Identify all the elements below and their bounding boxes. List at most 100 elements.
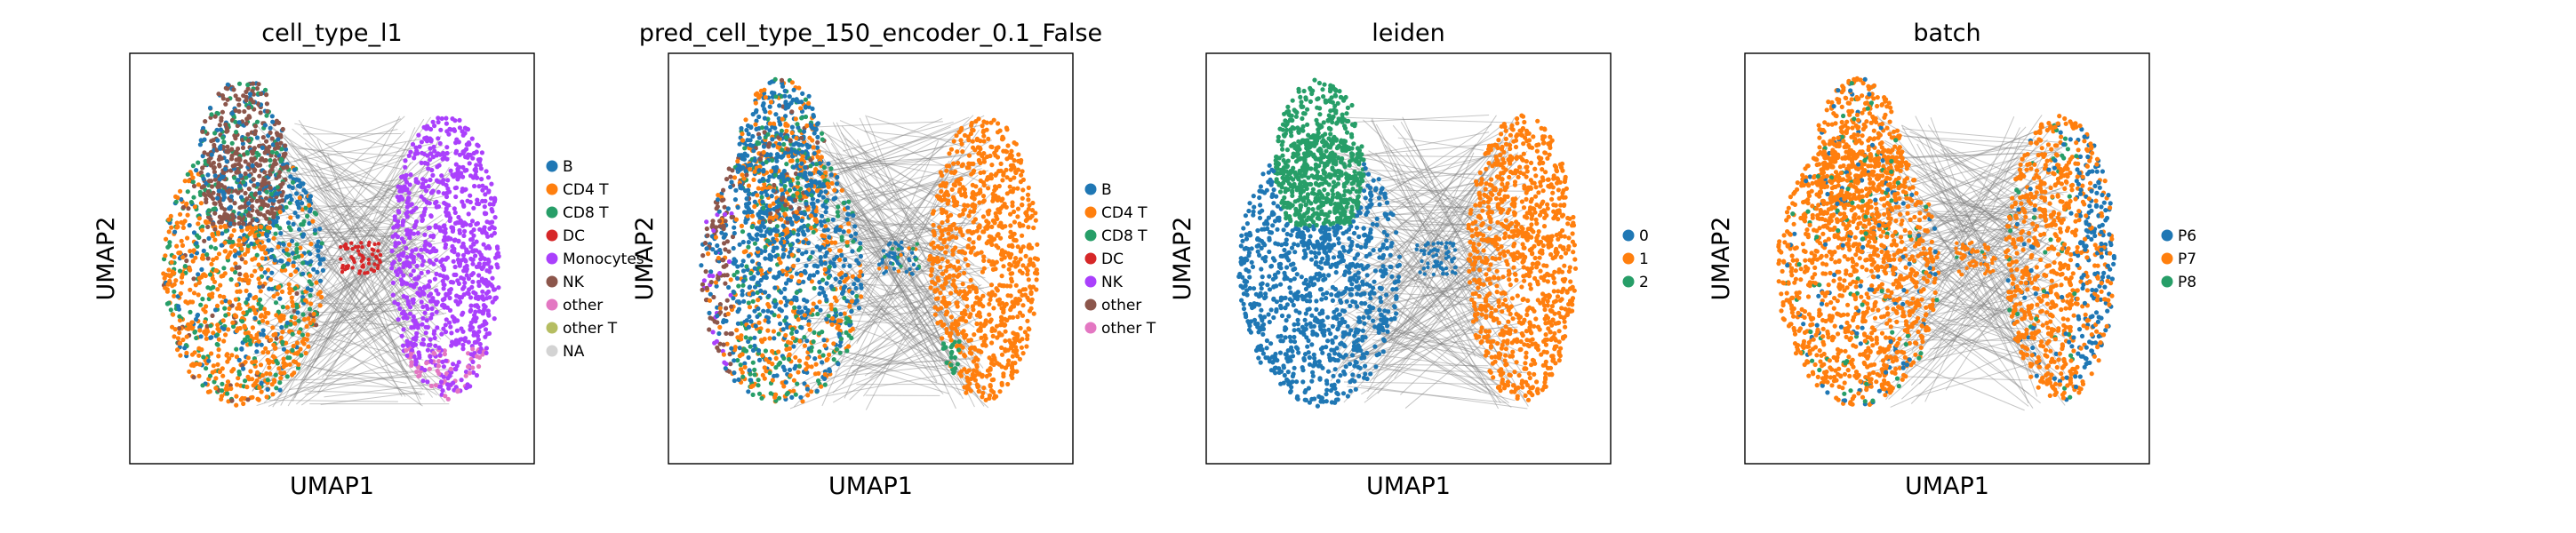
scatter-point [313,211,319,217]
legend-marker [546,345,558,357]
scatter-point [460,241,466,246]
scatter-point [796,305,802,310]
scatter-point [164,236,169,242]
scatter-point [196,272,201,277]
scatter-point [948,290,954,296]
scatter-point [274,219,279,225]
scatter-point [1020,177,1026,182]
scatter-point [207,105,213,111]
scatter-point [424,318,429,323]
scatter-point [247,307,252,313]
scatter-point [469,257,476,262]
scatter-point [438,379,444,385]
scatter-point [420,150,425,155]
scatter-point [794,135,799,141]
scatter-point [1028,285,1034,290]
scatter-point [453,162,459,167]
scatter-point [246,201,252,206]
scatter-point [1013,282,1019,288]
scatter-point [465,198,470,203]
scatter-point [485,308,491,314]
scatter-point [713,235,719,240]
scatter-point [419,254,424,259]
scatter-point [708,315,713,321]
scatter-point [456,281,462,286]
scatter-point [231,87,236,92]
scatter-point [203,309,208,314]
scatter-point [462,280,468,285]
scatter-point [169,259,174,265]
scatter-point [205,224,211,229]
scatter-point [294,242,300,247]
scatter-point [246,187,252,192]
scatter-point [240,141,245,147]
scatter-point [278,231,284,236]
scatter-point [981,266,987,271]
scatter-point [172,334,177,339]
scatter-point [452,210,458,215]
scatter-point [260,135,266,140]
scatter-point [267,144,272,149]
scatter-point [177,330,182,336]
scatter-point [167,278,172,283]
scatter-point [479,177,484,182]
scatter-point [236,238,242,243]
scatter-point [437,140,443,147]
edge-line [254,132,421,400]
scatter-point [447,307,453,313]
scatter-point [991,306,996,311]
scatter-point [767,110,772,115]
scatter-point [746,389,751,394]
edge-line [324,115,405,189]
scatter-point [258,331,263,337]
scatter-point [236,102,242,107]
scatter-point [837,248,843,253]
scatter-point [390,280,396,285]
scatter-point [452,220,459,226]
scatter-point [468,244,474,250]
scatter-point [231,367,236,372]
scatter-point [236,221,242,227]
scatter-point [236,251,242,256]
scatter-point [1019,345,1024,350]
edge-line [319,212,419,350]
scatter-point [966,284,972,290]
scatter-point [245,281,251,286]
scatter-point [782,367,788,373]
scatter-point [230,239,236,244]
edge-line [316,302,407,306]
scatter-point [948,235,954,240]
scatter-point [242,108,247,115]
scatter-point [234,149,239,155]
scatter-point [209,261,214,266]
scatter-point [466,142,471,147]
scatter-point [438,384,444,389]
scatter-point [399,282,405,287]
scatter-point [221,294,227,299]
scatter-point [452,319,457,324]
scatter-point [778,299,784,305]
scatter-point [232,248,237,253]
scatter-point [441,178,446,183]
scatter-point [222,240,228,245]
scatter-point [1000,178,1005,183]
scatter-point [220,93,225,99]
scatter-point [436,359,442,364]
edge-line [268,240,398,375]
scatter-point [196,221,201,227]
scatter-point [184,334,189,339]
scatter-point [180,337,186,343]
scatter-point [487,202,492,207]
scatter-point [257,297,263,302]
scatter-point [311,266,316,272]
scatter-point [951,182,956,187]
scatter-point [209,351,214,356]
scatter-point [233,107,238,113]
scatter-point [748,344,753,349]
scatter-point [444,115,449,121]
scatter-point [939,188,944,195]
scatter-point [469,136,475,141]
scatter-point [404,315,410,321]
scatter-point [219,118,224,123]
scatter-point [168,213,173,219]
